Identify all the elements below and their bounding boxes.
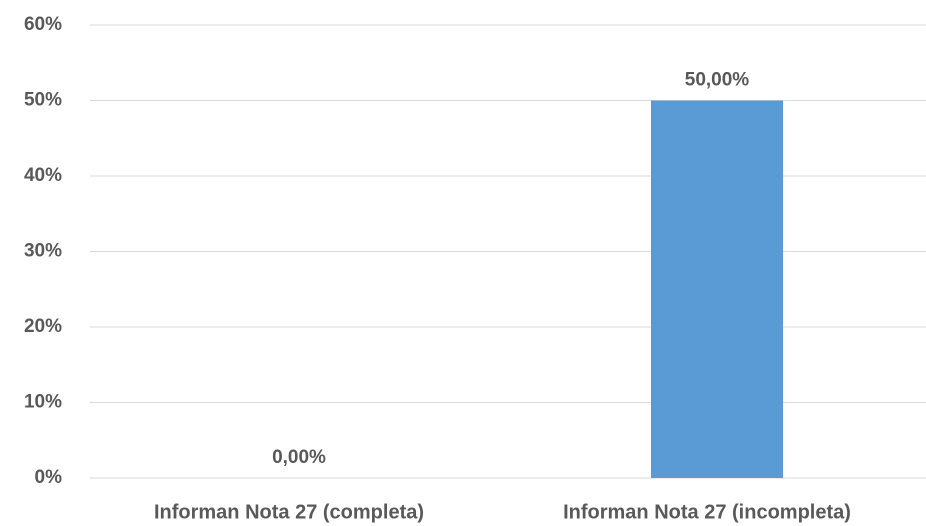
y-tick-label: 20%: [24, 316, 62, 337]
x-tick-label: Informan Nota 27 (completa): [154, 501, 424, 523]
data-label: 0,00%: [272, 447, 326, 468]
y-tick-label: 60%: [24, 14, 62, 35]
y-tick-label: 50%: [24, 90, 62, 111]
y-tick-label: 40%: [24, 165, 62, 186]
y-tick-label: 30%: [24, 241, 62, 262]
data-label: 50,00%: [685, 70, 750, 91]
y-tick-label: 0%: [35, 467, 63, 488]
y-tick-label: 10%: [24, 392, 62, 413]
x-tick-label: Informan Nota 27 (incompleta): [563, 501, 851, 523]
bar: [651, 100, 783, 478]
